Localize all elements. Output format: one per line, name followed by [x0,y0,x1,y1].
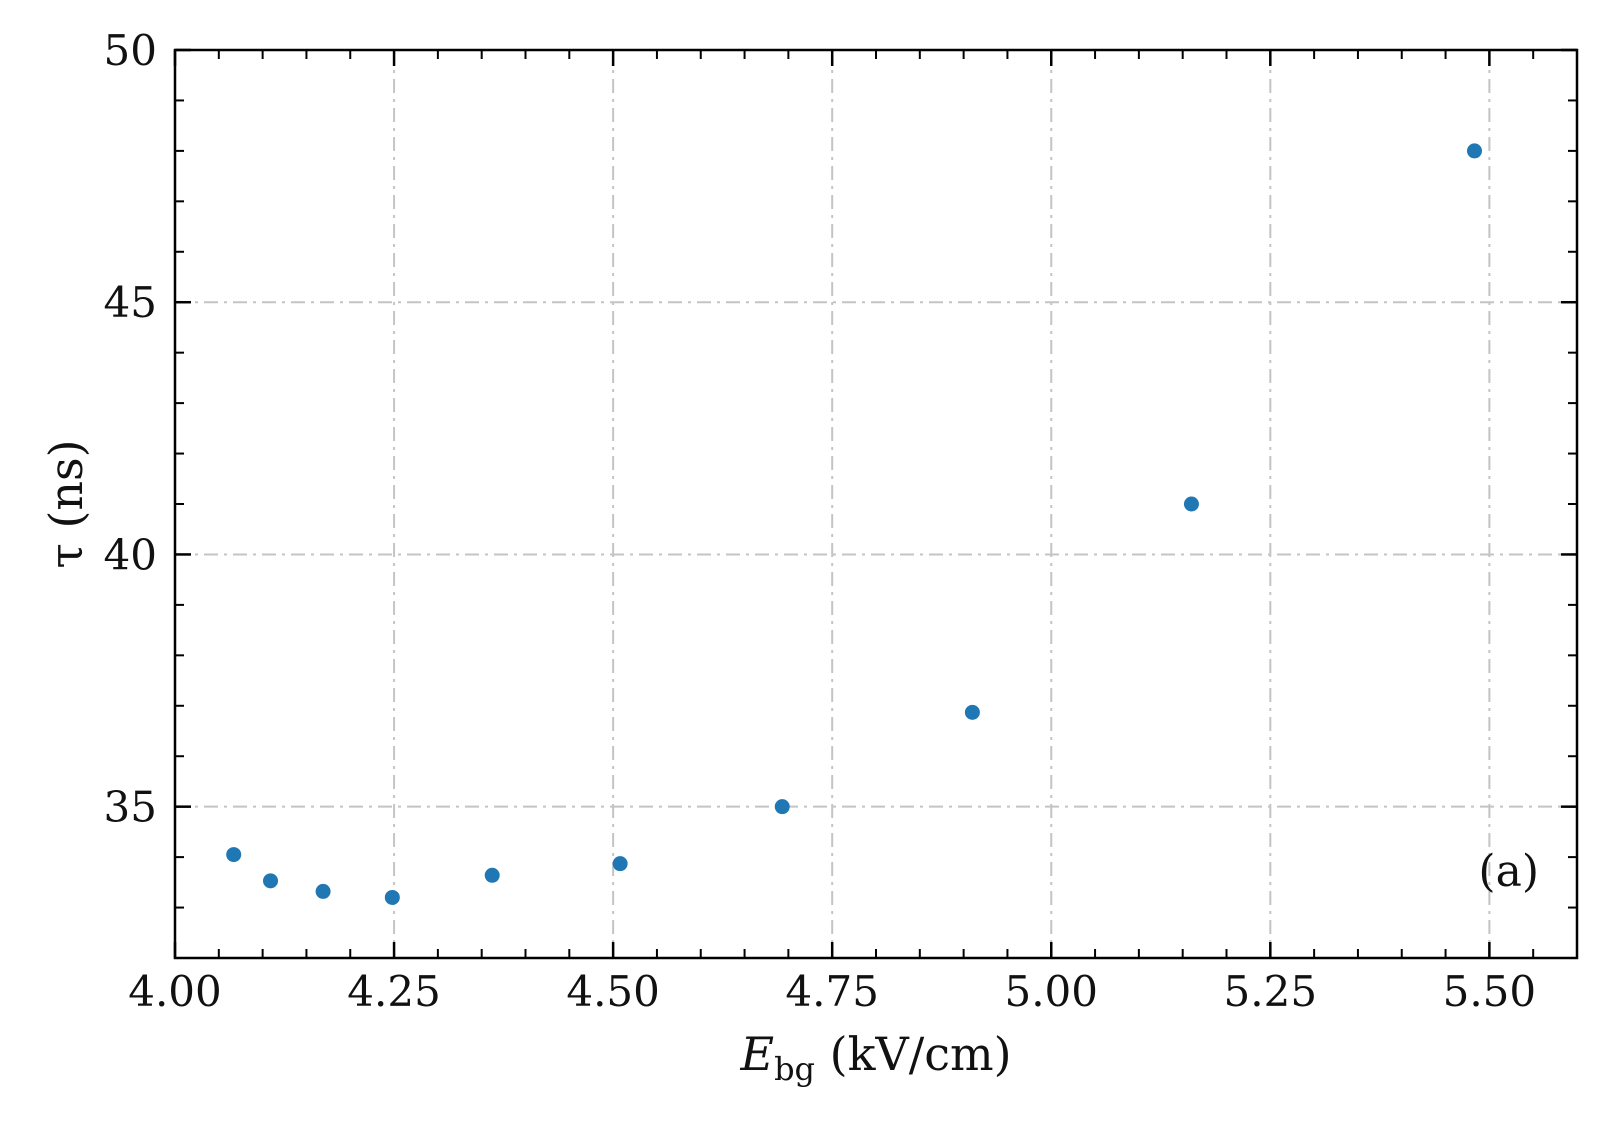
x-axis-label-subscript: bg [774,1050,815,1088]
data-point [1466,143,1482,159]
x-axis-label-unit: (kV/cm) [815,1027,1012,1081]
x-tick-label: 4.50 [566,967,660,1016]
x-tick-label: 5.00 [1004,967,1098,1016]
x-axis-label: Ebg (kV/cm) [739,1027,1011,1088]
y-tick-label: 35 [104,783,157,832]
y-tick-label: 40 [104,530,157,579]
panel-annotation: (a) [1478,846,1539,897]
x-tick-label: 4.00 [128,967,222,1016]
data-point [1183,496,1199,512]
data-point [226,847,242,863]
x-axis-label-symbol: E [739,1027,774,1081]
x-tick-labels: 4.00 4.25 4.50 4.75 5.00 5.25 5.50 [128,967,1536,1016]
data-point [263,873,279,889]
x-tick-label: 5.25 [1224,967,1318,1016]
axis-ticks [173,48,1578,959]
x-tick-label: 4.25 [347,967,441,1016]
data-point [774,799,790,815]
data-point [484,867,500,883]
y-tick-label: 50 [104,26,157,75]
plot-frame [173,48,1579,960]
x-tick-label: 4.75 [785,967,879,1016]
data-point [315,883,331,899]
grid-lines [175,50,1577,958]
y-tick-label: 45 [104,278,157,327]
x-tick-label: 5.50 [1443,967,1537,1016]
data-point [964,704,980,720]
data-point [612,856,628,872]
y-tick-labels: 35 40 45 50 [104,26,157,832]
data-point [384,889,400,905]
y-axis-label: τ (ns) [39,439,93,568]
data-points [226,143,1482,905]
